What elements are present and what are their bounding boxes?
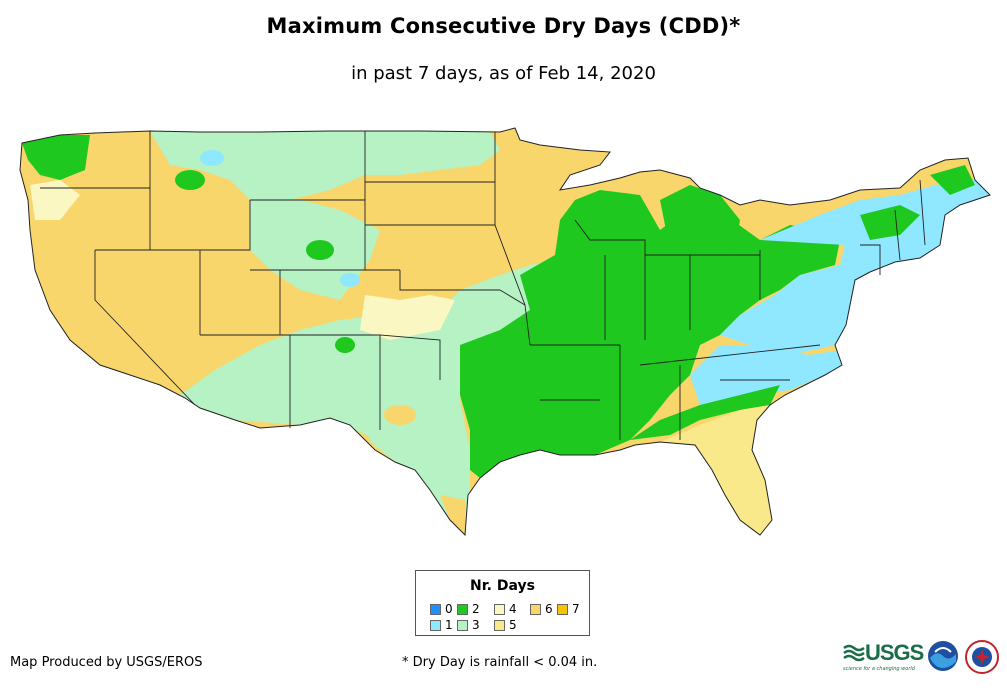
usgs-tagline: science for a changing world (843, 666, 915, 672)
map-title: Maximum Consecutive Dry Days (CDD)* (266, 14, 741, 38)
map-subtitle: in past 7 days, as of Feb 14, 2020 (351, 63, 656, 84)
legend-item-6: 6 (530, 603, 553, 615)
legend-item-7: 7 (557, 603, 580, 615)
legend-swatch-3 (457, 620, 468, 631)
legend-swatch-7 (557, 604, 568, 615)
footnote-text: * Dry Day is rainfall < 0.04 in. (402, 655, 598, 670)
legend-label-5: 5 (509, 618, 517, 632)
legend-item-5: 5 (494, 619, 517, 631)
legend-item-0: 0 (430, 603, 453, 615)
legend-swatch-6 (530, 604, 541, 615)
agency-logos: USGS science for a changing world (843, 640, 1003, 676)
legend-item-2: 2 (457, 603, 480, 615)
legend-swatch-5 (494, 620, 505, 631)
usgs-wave-icon (843, 644, 865, 662)
legend-swatch-0 (430, 604, 441, 615)
legend-item-1: 1 (430, 619, 453, 631)
legend-label-4: 4 (509, 602, 517, 616)
legend-label-3: 3 (472, 618, 480, 632)
legend-swatch-4 (494, 604, 505, 615)
usgs-logo-text: USGS (865, 640, 924, 665)
legend-swatch-1 (430, 620, 441, 631)
nws-logo-icon (965, 640, 999, 674)
legend-label-2: 2 (472, 602, 480, 616)
credit-text: Map Produced by USGS/EROS (10, 655, 203, 670)
us-dry-days-map (19, 127, 991, 537)
legend-label-0: 0 (445, 602, 453, 616)
legend-swatch-2 (457, 604, 468, 615)
legend-label-6: 6 (545, 602, 553, 616)
legend-title: Nr. Days (470, 578, 535, 594)
noaa-logo-icon (928, 641, 958, 671)
legend-item-3: 3 (457, 619, 480, 631)
legend-item-4: 4 (494, 603, 517, 615)
legend-label-1: 1 (445, 618, 453, 632)
legend-label-7: 7 (572, 602, 580, 616)
legend: Nr. Days 0 1 2 3 4 5 6 7 (415, 570, 590, 636)
